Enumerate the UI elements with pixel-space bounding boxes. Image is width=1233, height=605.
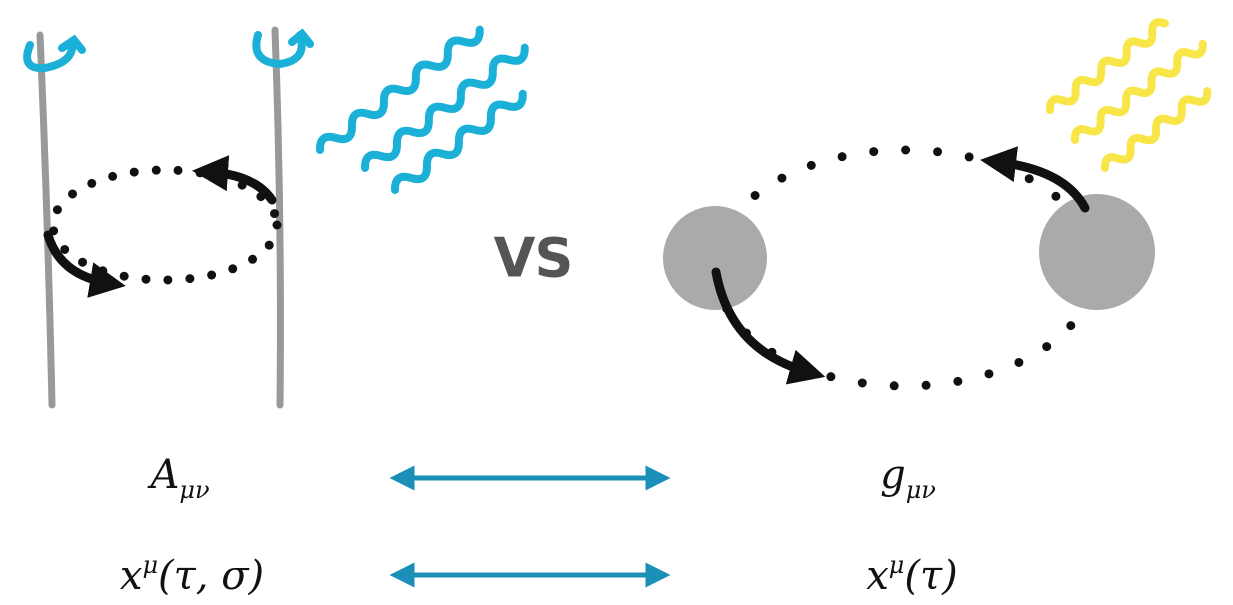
strings xyxy=(40,30,280,405)
dotted-loop xyxy=(715,150,1095,386)
formula: xμ(τ) xyxy=(866,551,958,599)
sketch xyxy=(0,0,1233,605)
subscript: μν xyxy=(906,476,936,504)
dotted-loop xyxy=(53,170,277,280)
subscript: μν xyxy=(179,476,209,504)
formula: xμ(τ, σ) xyxy=(120,551,264,599)
symbol: x xyxy=(120,553,143,599)
arrow xyxy=(48,235,108,283)
formula: gμν xyxy=(880,452,936,504)
particle xyxy=(1039,194,1155,310)
formula: Aμν xyxy=(150,452,209,504)
vs-label: VS xyxy=(494,227,573,290)
symbol: x xyxy=(866,553,889,599)
diagram: VS Aμν gμν xμ(τ, σ) xμ(τ) xyxy=(0,0,1233,605)
hooks xyxy=(27,34,310,68)
superscript: μ xyxy=(142,551,158,579)
symbol: g xyxy=(880,452,906,498)
arguments: (τ) xyxy=(904,553,957,599)
superscript: μ xyxy=(889,551,905,579)
yellow-waves xyxy=(1046,19,1210,173)
arguments: (τ, σ) xyxy=(158,553,264,599)
symbol: A xyxy=(150,452,179,498)
blue-waves xyxy=(316,24,529,196)
particle xyxy=(663,206,767,310)
